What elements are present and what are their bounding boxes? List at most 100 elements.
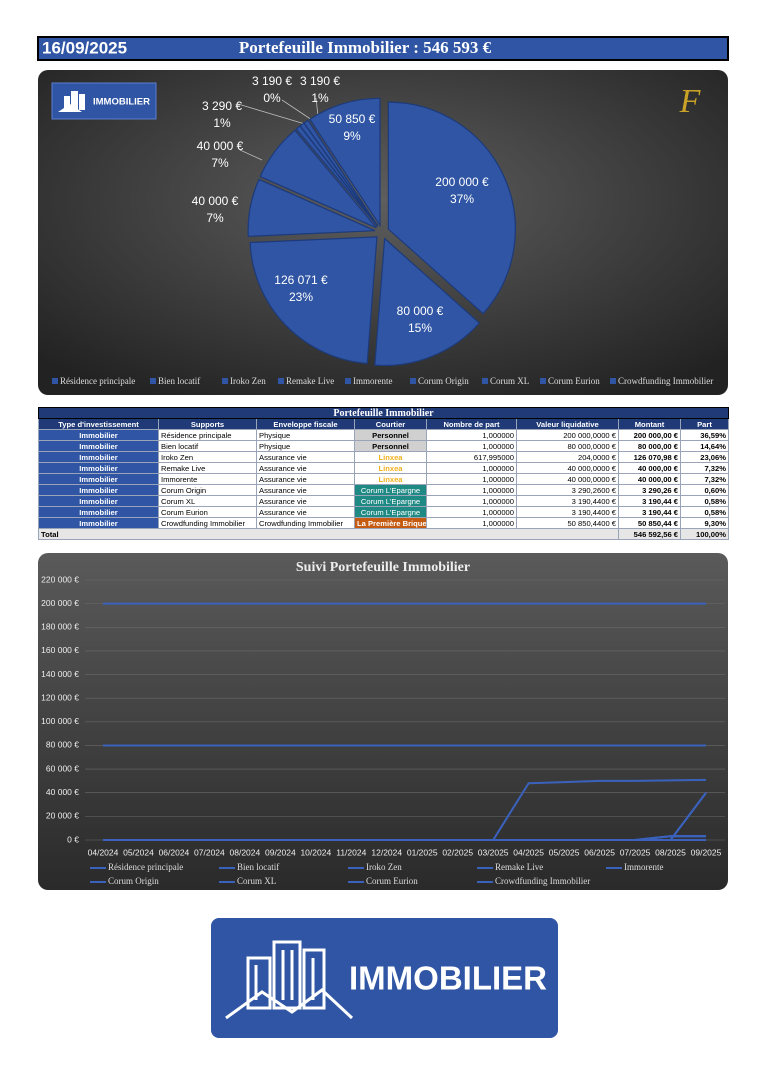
x-tick-label: 07/2025: [620, 847, 651, 857]
pie: 200 000 € 37% 80 000 € 15% 126 071 € 23% 40 00…: [52, 74, 713, 386]
table-cell: 1,000000: [426, 517, 517, 529]
legend-swatch: [540, 378, 546, 384]
header-date: 16/09/2025: [42, 38, 127, 57]
x-tick-label: 05/2025: [549, 847, 580, 857]
table-cell: 1,000000: [426, 506, 517, 518]
table-cell: 3 190,44 €: [618, 506, 681, 518]
table-cell: 40 000,0000 €: [516, 473, 619, 485]
table-cell: Immobilier: [38, 440, 159, 452]
table-title-row: Portefeuille Immobilier: [38, 407, 729, 419]
leader-line: [281, 99, 313, 121]
pie-percent-label: 15%: [408, 321, 432, 335]
column-header: Supports: [158, 418, 257, 430]
pie-slice: [374, 237, 481, 367]
legend-swatch: [150, 378, 156, 384]
header-bar: [37, 36, 729, 61]
big-logo-icon: [225, 940, 354, 1020]
legend-label: Corum Eurion: [366, 876, 418, 886]
legend-swatch: [278, 378, 284, 384]
column-header: Part: [680, 418, 729, 430]
table-cell: Corum L'Epargne: [354, 484, 427, 496]
table-cell: 1,000000: [426, 473, 517, 485]
legend-swatch: [482, 378, 488, 384]
pie-slice: [303, 119, 379, 227]
table-cell: Crowdfunding Immobilier: [256, 517, 355, 529]
brand-mark: F: [679, 83, 702, 120]
table-row: Immobilier Résidence principale Physique Pe…: [38, 429, 729, 441]
total-share: 100,00%: [680, 528, 729, 540]
table-cell: Assurance vie: [256, 495, 355, 507]
x-tick-label: 12/2024: [371, 847, 402, 857]
x-tick-label: 03/2025: [478, 847, 509, 857]
table-cell: Physique: [256, 429, 355, 441]
table-cell: Immobilier: [38, 429, 159, 441]
table-cell: 3 190,4400 €: [516, 495, 619, 507]
table-cell: 3 290,26 €: [618, 484, 681, 496]
legend-label: Remake Live: [286, 376, 334, 386]
column-header: Enveloppe fiscale: [256, 418, 355, 430]
table-cell: Assurance vie: [256, 451, 355, 463]
x-tick-label: 09/2024: [265, 847, 296, 857]
table-cell: Immorente: [158, 473, 257, 485]
legend-label: Corum Origin: [418, 376, 469, 386]
table-cell: 0,60%: [680, 484, 729, 496]
table-cell: Corum L'Epargne: [354, 495, 427, 507]
table-cell: 23,06%: [680, 451, 729, 463]
table-cell: 1,000000: [426, 429, 517, 441]
table-cell: 80 000,0000 €: [516, 440, 619, 452]
line-panel: [38, 553, 728, 890]
total-amount: 546 592,56 €: [618, 528, 681, 540]
table-title: Portefeuille Immobilier: [38, 407, 729, 419]
legend-label: Bien locatif: [237, 862, 279, 872]
legend-label: Immorente: [353, 376, 393, 386]
y-tick-label: 40 000 €: [46, 787, 79, 797]
pie-percent-label: 7%: [206, 211, 224, 225]
table-cell: Corum XL: [158, 495, 257, 507]
table-cell: 50 850,4400 €: [516, 517, 619, 529]
leader-line: [315, 97, 319, 117]
table-cell: 3 190,44 €: [618, 495, 681, 507]
total-row: Total 546 592,56 €100,00%: [38, 528, 729, 540]
legend-label: Crowdfunding Immobilier: [618, 376, 713, 386]
table-cell: 617,995000: [426, 451, 517, 463]
legend-label: Résidence principale: [60, 376, 135, 386]
table-cell: Immobilier: [38, 473, 159, 485]
table-cell: Linxea: [354, 473, 427, 485]
pie-slice: [259, 129, 377, 229]
table-cell: 200 000,00 €: [618, 429, 681, 441]
table-cell: 0,58%: [680, 506, 729, 518]
pie-value-label: 40 000 €: [192, 194, 239, 208]
x-tick-label: 06/2025: [584, 847, 615, 857]
pie-value-label: 200 000 €: [435, 175, 489, 189]
table-cell: 1,000000: [426, 484, 517, 496]
portfolio-table: Portefeuille Immobilier Type d'investiss…: [38, 407, 729, 540]
pie-slice: [309, 97, 381, 228]
table-cell: Immobilier: [38, 451, 159, 463]
x-tick-label: 06/2024: [159, 847, 190, 857]
legend-label: Crowdfunding Immobilier: [495, 876, 590, 886]
small-logo-icon: [58, 91, 85, 112]
legend-label: Résidence principale: [108, 862, 183, 872]
table-cell: La Première Brique: [354, 517, 427, 529]
table-row: Immobilier Corum Origin Assurance vie Corum…: [38, 484, 729, 496]
table-cell: 9,30%: [680, 517, 729, 529]
table-cell: 40 000,00 €: [618, 473, 681, 485]
chart-title: Suivi Portefeuille Immobilier: [296, 560, 470, 575]
table-cell: Linxea: [354, 451, 427, 463]
table-cell: Assurance vie: [256, 473, 355, 485]
table-cell: 126 070,98 €: [618, 451, 681, 463]
y-tick-label: 220 000 €: [41, 574, 79, 584]
y-tick-label: 140 000 €: [41, 669, 79, 679]
legend-label: Remake Live: [495, 862, 543, 872]
header-title: Portefeuille Immobilier : 546 593 €: [239, 38, 492, 57]
column-header: Nombre de part: [426, 418, 517, 430]
table-cell: Assurance vie: [256, 462, 355, 474]
table-cell: 40 000,0000 €: [516, 462, 619, 474]
pie-value-label: 50 850 €: [329, 112, 376, 126]
legend-label: Corum XL: [490, 376, 529, 386]
table-row: Immobilier Crowdfunding Immobilier Crowdfu…: [38, 517, 729, 529]
table-cell: Linxea: [354, 462, 427, 474]
table-cell: 200 000,0000 €: [516, 429, 619, 441]
line-chart: Suivi Portefeuille Immobilier 0 € 20 000 €…: [41, 560, 725, 886]
x-tick-label: 02/2025: [442, 847, 473, 857]
